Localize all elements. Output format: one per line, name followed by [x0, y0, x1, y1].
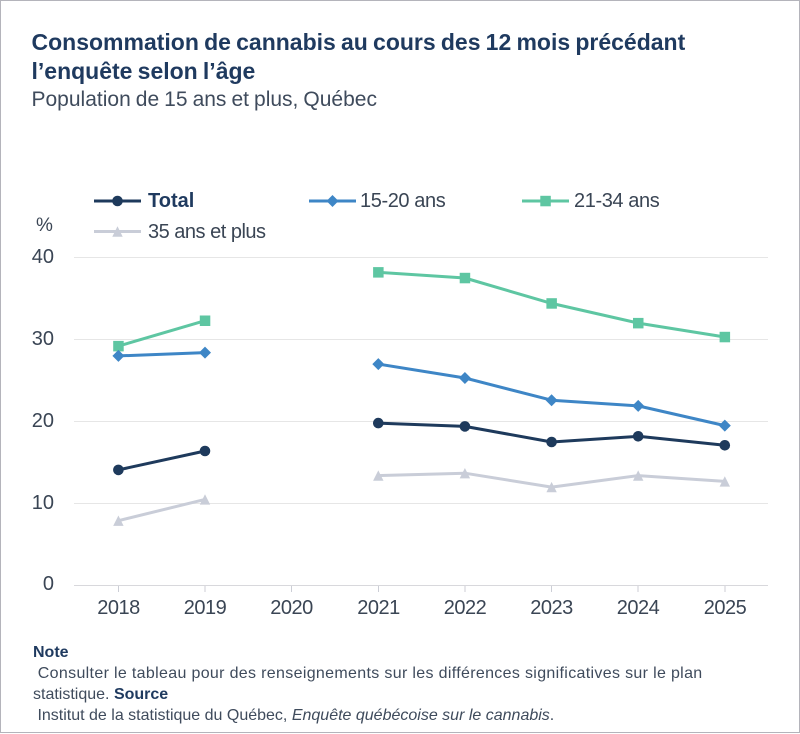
svg-text:%: % — [36, 215, 53, 236]
svg-text:40: 40 — [32, 246, 54, 268]
svg-text:15-20 ans: 15-20 ans — [360, 190, 446, 212]
svg-text:2021: 2021 — [357, 597, 400, 619]
svg-text:0: 0 — [43, 573, 54, 595]
svg-text:20: 20 — [32, 410, 54, 432]
svg-text:35 ans et plus: 35 ans et plus — [148, 221, 266, 243]
svg-text:2024: 2024 — [617, 597, 660, 619]
svg-text:2020: 2020 — [270, 597, 313, 619]
svg-text:30: 30 — [32, 328, 54, 350]
svg-text:10: 10 — [32, 492, 54, 514]
svg-text:2023: 2023 — [530, 597, 573, 619]
svg-text:2018: 2018 — [97, 597, 140, 619]
svg-text:21-34 ans: 21-34 ans — [574, 190, 660, 212]
svg-text:2025: 2025 — [704, 597, 747, 619]
svg-text:Total: Total — [148, 190, 194, 212]
svg-text:2019: 2019 — [184, 597, 227, 619]
svg-text:2022: 2022 — [444, 597, 487, 619]
